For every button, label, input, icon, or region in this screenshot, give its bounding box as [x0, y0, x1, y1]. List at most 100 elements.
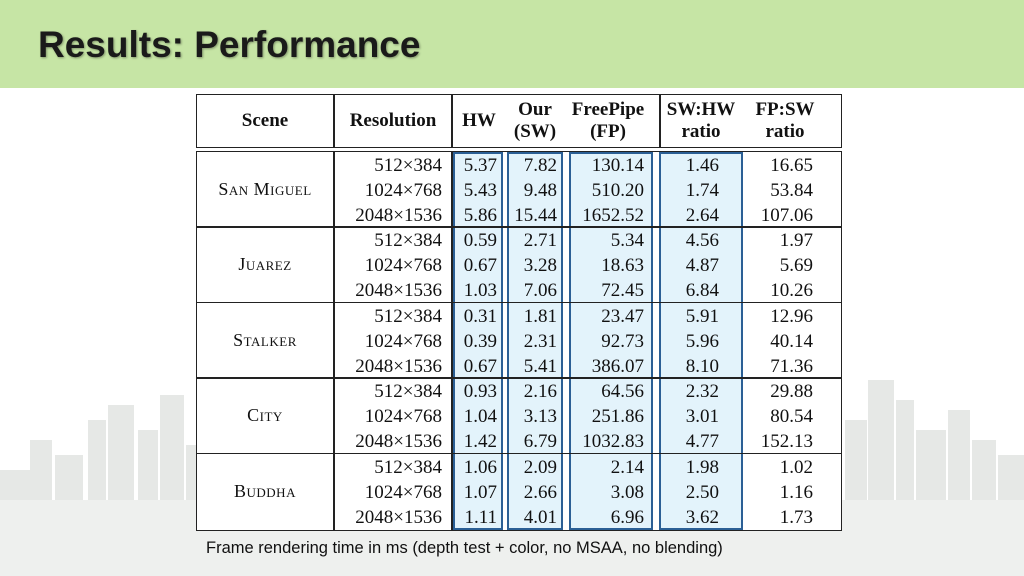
- sw-cell: 1.81: [523, 305, 557, 327]
- swhw-cell: 3.01: [685, 406, 719, 428]
- fpsw-cell: 29.88: [770, 381, 813, 403]
- resolution-cell: 512×384: [374, 305, 442, 327]
- table-row: 512×384 0.59 2.71 5.34 4.56 1.97: [197, 228, 841, 253]
- fpsw-cell: 1.02: [779, 456, 813, 478]
- hw-cell: 5.43: [463, 180, 497, 201]
- fp-cell: 5.34: [610, 230, 644, 252]
- hw-cell: 0.59: [463, 230, 497, 252]
- highlight-swhw-column: [659, 152, 743, 530]
- swhw-cell: 6.84: [685, 280, 719, 302]
- swhw-cell: 2.32: [685, 381, 719, 403]
- sw-cell: 4.01: [523, 506, 557, 528]
- fp-cell: 3.08: [610, 481, 644, 503]
- table-body: San Miguel 512×384 5.37 7.82 130.14 1.46 16.65…: [196, 151, 842, 531]
- fpsw-cell: 10.26: [770, 280, 813, 302]
- hw-cell: 1.07: [463, 481, 497, 503]
- hw-cell: 1.03: [463, 280, 497, 302]
- sw-cell: 6.79: [523, 431, 557, 453]
- sw-cell: 5.41: [523, 355, 557, 377]
- title-bar: Results: Performance: [0, 0, 1024, 88]
- resolution-cell: 1024×768: [364, 330, 442, 352]
- fp-cell: 64.56: [601, 381, 644, 403]
- resolution-cell: 2048×1536: [355, 205, 442, 226]
- swhw-cell: 5.91: [685, 305, 719, 327]
- swhw-cell: 4.87: [685, 255, 719, 277]
- table-row: 2048×1536 5.86 15.44 1652.52 2.64 107.06: [197, 203, 841, 228]
- performance-table: Scene Resolution HW Our (SW) FreePipe (FP)…: [196, 94, 842, 531]
- hw-cell: 5.37: [463, 155, 497, 176]
- fpsw-cell: 71.36: [770, 355, 813, 377]
- table-row: 512×384 0.93 2.16 64.56 2.32 29.88: [197, 379, 841, 404]
- sw-cell: 15.44: [514, 205, 557, 226]
- sw-cell: 2.09: [523, 456, 557, 478]
- table-row: 1024×768 1.07 2.66 3.08 2.50 1.16: [197, 480, 841, 505]
- hw-cell: 1.04: [463, 406, 497, 428]
- resolution-cell: 2048×1536: [355, 280, 442, 302]
- fp-cell: 18.63: [601, 255, 644, 277]
- swhw-cell: 2.50: [685, 481, 719, 503]
- hw-cell: 1.42: [463, 431, 497, 453]
- table-row: 1024×768 0.39 2.31 92.73 5.96 40.14: [197, 329, 841, 354]
- resolution-cell: 1024×768: [364, 255, 442, 277]
- scene-name: Buddha: [234, 480, 296, 501]
- scene-separator: [197, 226, 841, 228]
- resolution-cell: 2048×1536: [355, 431, 442, 453]
- table-row: 512×384 5.37 7.82 130.14 1.46 16.65: [197, 153, 841, 178]
- fp-cell: 23.47: [601, 305, 644, 327]
- fpsw-cell: 152.13: [760, 431, 813, 453]
- hw-cell: 1.11: [464, 506, 497, 528]
- swhw-cell: 5.96: [685, 330, 719, 352]
- header-hw: HW: [462, 109, 496, 131]
- fp-cell: 1032.83: [582, 431, 644, 453]
- table-row: 1024×768 5.43 9.48 510.20 1.74 53.84: [197, 178, 841, 203]
- table-row: 1024×768 0.67 3.28 18.63 4.87 5.69: [197, 253, 841, 278]
- hw-cell: 0.67: [463, 355, 497, 377]
- hw-cell: 1.06: [463, 456, 497, 478]
- fpsw-cell: 107.06: [760, 205, 813, 226]
- sw-cell: 2.66: [523, 481, 557, 503]
- resolution-cell: 1024×768: [364, 180, 442, 201]
- resolution-cell: 512×384: [374, 381, 442, 403]
- fpsw-cell: 80.54: [770, 406, 813, 428]
- fp-cell: 130.14: [591, 155, 644, 176]
- fpsw-cell: 1.16: [779, 481, 813, 503]
- resolution-cell: 2048×1536: [355, 355, 442, 377]
- header-fp: FreePipe (FP): [571, 98, 645, 142]
- fpsw-cell: 1.97: [779, 230, 813, 252]
- scene-name: Juarez: [238, 254, 292, 275]
- resolution-cell: 512×384: [374, 155, 442, 176]
- slide-title: Results: Performance: [38, 24, 421, 65]
- fp-cell: 510.20: [591, 180, 644, 201]
- fp-cell: 1652.52: [582, 205, 644, 226]
- hw-cell: 0.67: [463, 255, 497, 277]
- fp-cell: 386.07: [591, 355, 644, 377]
- swhw-cell: 8.10: [685, 355, 719, 377]
- sw-cell: 7.82: [523, 155, 557, 176]
- swhw-cell: 1.74: [685, 180, 719, 201]
- sw-cell: 2.71: [523, 230, 557, 252]
- scene-separator: [197, 452, 841, 455]
- swhw-cell: 2.64: [685, 205, 719, 226]
- fpsw-cell: 5.69: [779, 255, 813, 277]
- header-fpsw-ratio: FP:SW ratio: [755, 98, 815, 142]
- highlight-hw-column: [453, 152, 503, 530]
- swhw-cell: 1.46: [685, 155, 719, 176]
- fp-cell: 92.73: [601, 330, 644, 352]
- scene-separator: [197, 301, 841, 304]
- fpsw-cell: 16.65: [770, 155, 813, 176]
- swhw-cell: 3.62: [685, 506, 719, 528]
- sw-cell: 2.31: [523, 330, 557, 352]
- highlight-fp-column: [569, 152, 653, 530]
- table-row: 2048×1536 1.11 4.01 6.96 3.62 1.73: [197, 505, 841, 530]
- sw-cell: 3.13: [523, 406, 557, 428]
- fp-cell: 251.86: [591, 406, 644, 428]
- swhw-cell: 4.56: [685, 230, 719, 252]
- hw-cell: 0.39: [463, 330, 497, 352]
- highlight-sw-column: [507, 152, 563, 530]
- table-header: Scene Resolution HW Our (SW) FreePipe (FP)…: [196, 94, 842, 148]
- swhw-cell: 1.98: [685, 456, 719, 478]
- scene-name: City: [247, 405, 283, 426]
- resolution-cell: 512×384: [374, 230, 442, 252]
- resolution-cell: 2048×1536: [355, 506, 442, 528]
